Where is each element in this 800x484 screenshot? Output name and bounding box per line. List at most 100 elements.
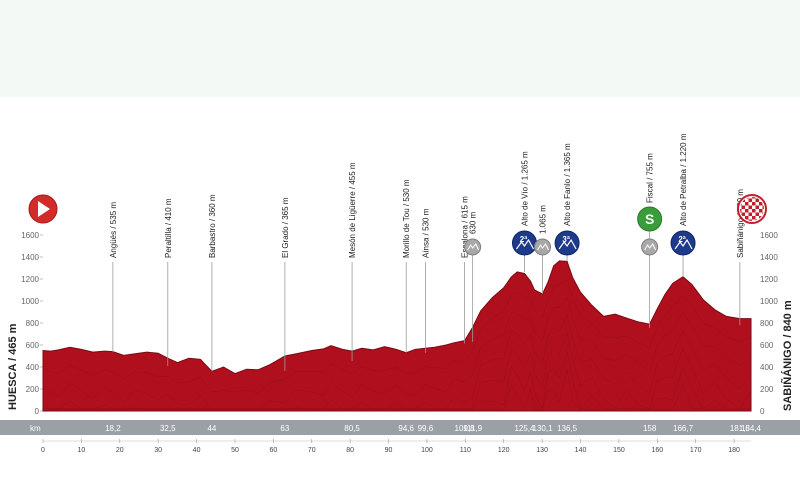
waypoint-name: Fiscal / 755 m (646, 153, 655, 203)
waypoint-km-label: 99,6 (418, 424, 434, 433)
x-tick-label: 40 (193, 447, 201, 454)
waypoint-km-label: 181,5 (730, 424, 751, 433)
waypoint-name: Alto de Vío / 1.265 m (520, 151, 529, 226)
x-tick-label: 70 (308, 447, 316, 454)
x-tick-label: 80 (346, 447, 354, 454)
x-tick-label: 30 (154, 447, 162, 454)
y-tick-right: 1600 (760, 231, 778, 240)
y-tick-left: 1200 (21, 275, 39, 284)
waypoint-km-label: 158 (643, 424, 657, 433)
y-tick-left: 1400 (21, 253, 39, 262)
waypoint-name: Escalona / 615 m (461, 196, 470, 258)
y-tick-left: 1600 (21, 231, 39, 240)
waypoint-leaders (112, 231, 741, 372)
chequered-flag-icon (740, 197, 764, 221)
km-band-bar (0, 420, 800, 435)
waypoint-name: Sabiñánigo / 780 m (736, 189, 745, 258)
play-triangle-icon (38, 201, 50, 217)
header-band (0, 0, 800, 97)
sprint-badge-icon (637, 206, 663, 232)
mountain-icon (674, 238, 693, 250)
waypoint-km-label: 111,9 (463, 424, 482, 433)
climb-category: 2ª (678, 235, 685, 244)
intermediate-point-icon (641, 238, 659, 256)
x-tick-label: 150 (613, 447, 625, 454)
x-tick-label: 130 (536, 447, 548, 454)
waypoint-name: 1.065 m (539, 205, 548, 234)
y-tick-left: 1000 (21, 297, 39, 306)
x-tick-label: 110 (460, 447, 471, 454)
mountain-icon (515, 238, 534, 250)
x-tick-label: 50 (231, 447, 239, 454)
x-tick-label: 10 (77, 447, 85, 454)
mountain-icon (644, 243, 657, 251)
waypoint-labels: Angüés / 535 m Peraltilla / 410 m Barbastr… (109, 133, 745, 258)
profile-texture (42, 296, 752, 410)
y-tick-right: 1200 (760, 275, 778, 284)
x-axis: 0 10 20 30 40 50 60 70 80 90 100 110 120 130 140 150 160… (41, 439, 751, 454)
x-tick-label: 90 (385, 447, 393, 454)
waypoint-name: Angüés / 535 m (109, 202, 118, 258)
profile-texture (42, 279, 752, 394)
waypoint-km-label: 125,4 (514, 424, 535, 433)
waypoint-name: Alto de Fanlo / 1.365 m (563, 143, 572, 226)
waypoint-name: Morillo de Tou / 530 m (402, 179, 411, 258)
y-tick-left: 600 (26, 341, 40, 350)
climb-category: 3ª (562, 235, 569, 244)
finish-town-label: SABIÑÁNIGO / 840 m (781, 300, 794, 411)
waypoint-name: Alto de Petralba / 1.220 m (679, 133, 688, 226)
x-tick-label: 140 (575, 447, 587, 454)
waypoint-km-label: 166,7 (673, 424, 694, 433)
waypoint-km-label: 44 (207, 424, 216, 433)
y-tick-left: 0 (35, 407, 40, 416)
waypoint-km-label: 94,6 (398, 424, 414, 433)
y-tick-right: 1400 (760, 253, 778, 262)
waypoint-name: Mesón de Ligüerre / 455 m (348, 162, 357, 258)
y-tick-left: 400 (26, 363, 40, 372)
waypoint-km-label: 184,4 (741, 424, 762, 433)
y-tick-left: 200 (26, 385, 40, 394)
x-tick-label: 100 (421, 447, 433, 454)
x-tick-label: 170 (690, 447, 702, 454)
y-tick-left: 800 (26, 319, 40, 328)
x-tick-label: 160 (651, 447, 663, 454)
start-town-label: HUESCA / 465 m (7, 323, 19, 410)
waypoint-name: 630 m (469, 211, 478, 234)
mountain-icon (558, 238, 577, 250)
waypoint-markers: 2ª 3ª S 2ª (464, 206, 696, 256)
start-finish: HUESCA / 465 m SABIÑÁNIGO / 840 m (7, 194, 794, 411)
x-tick-label: 120 (498, 447, 510, 454)
y-tick-right: 200 (760, 385, 774, 394)
intermediate-point-icon (534, 238, 552, 256)
y-axis: 0 0 200 200 400 400 600 600 800 800 1000 1000 1200 12… (21, 231, 778, 416)
y-tick-right: 400 (760, 363, 774, 372)
y-tick-right: 0 (760, 407, 765, 416)
profile-area (42, 260, 752, 412)
waypoint-name: Barbastro / 360 m (208, 194, 217, 258)
climb-category: 2ª (520, 235, 527, 244)
climb-badge-icon (670, 230, 696, 256)
profile-texture (43, 369, 751, 410)
sprint-symbol: S (645, 211, 654, 227)
x-tick-label: 60 (269, 447, 277, 454)
waypoint-km-label: 109,8 (455, 424, 476, 433)
waypoint-km-label: 32,5 (160, 424, 176, 433)
x-tick-label: 20 (116, 447, 124, 454)
x-tick-label: 180 (728, 447, 740, 454)
waypoint-km-label: 136,5 (557, 424, 578, 433)
waypoint-km-label: 80,5 (344, 424, 360, 433)
waypoint-km-label: 130,1 (533, 424, 554, 433)
y-tick-right: 1000 (760, 297, 778, 306)
y-tick-right: 600 (760, 341, 774, 350)
waypoint-km-label: 63 (280, 424, 289, 433)
y-tick-right: 800 (760, 319, 774, 328)
climb-badge-icon (554, 230, 580, 256)
profile-area-shape (42, 260, 752, 412)
x-tick-label: 0 (41, 447, 45, 454)
km-axis-label: km (30, 424, 41, 433)
waypoint-name: Peraltilla / 410 m (164, 198, 173, 258)
mountain-icon (537, 243, 549, 251)
